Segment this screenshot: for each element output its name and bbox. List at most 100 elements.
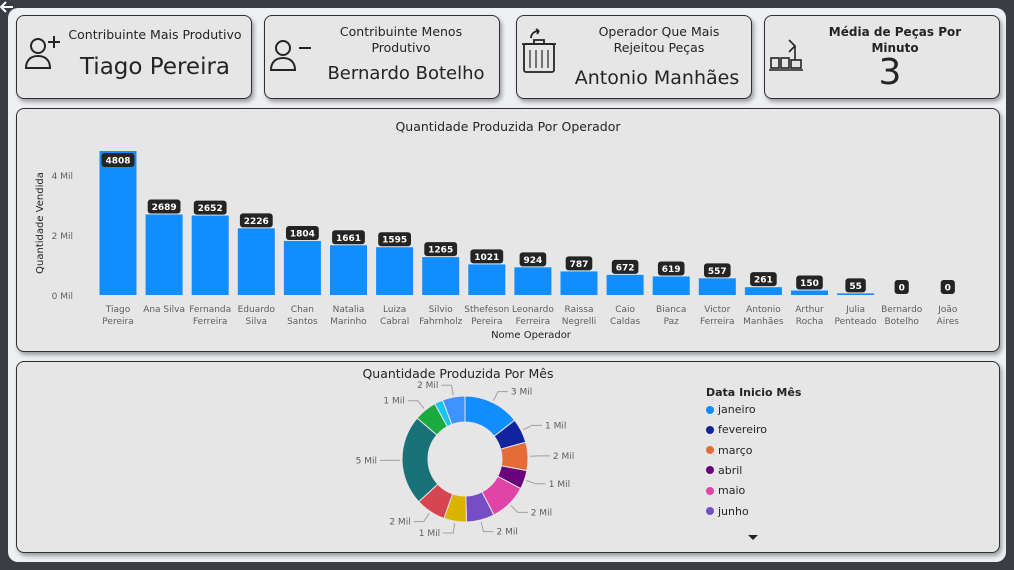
x-tick-label: Ana Silva <box>143 305 185 315</box>
kpi-most-rejected-card[interactable]: Operador Que Mais Rejeitou Peças Antonio… <box>516 15 752 99</box>
x-tick-label: Marinho <box>330 317 367 327</box>
x-tick-label: Bianca <box>656 305 686 315</box>
bar[interactable] <box>283 240 321 295</box>
legend-item[interactable]: fevereiro <box>706 423 767 436</box>
kpi-most-productive-title: Contribuinte Mais Produtivo <box>68 27 242 42</box>
data-label-box <box>844 277 866 292</box>
kpi-least-productive-card[interactable]: Contribuinte Menos Produtivo Bernardo Bo… <box>264 15 500 99</box>
data-label: 1595 <box>382 235 407 245</box>
data-label-box <box>703 262 731 277</box>
legend-marker <box>706 486 714 495</box>
x-tick-label: Silva <box>245 317 267 327</box>
bar[interactable] <box>145 213 183 295</box>
legend-label: março <box>718 443 753 457</box>
bar[interactable] <box>421 256 459 295</box>
y-tick-label: 4 Mil <box>51 172 72 182</box>
bar[interactable] <box>191 215 229 295</box>
legend-marker <box>706 446 714 455</box>
bar[interactable] <box>744 286 782 295</box>
slice-label: 3 Mil <box>510 387 531 397</box>
slice-label: 2 Mil <box>417 381 438 391</box>
kpi-most-productive-card[interactable]: Contribuinte Mais Produtivo Tiago Pereir… <box>16 15 252 99</box>
back-arrow-icon[interactable] <box>0 0 16 16</box>
kpi-most-productive-value: Tiago Pereira <box>79 54 231 80</box>
x-tick-label: Ferreira <box>515 317 550 327</box>
y-tick-label: 0 Mil <box>51 292 72 302</box>
x-tick-label: Victor <box>704 305 730 315</box>
bar[interactable] <box>329 244 367 295</box>
x-tick-label: Botelho <box>884 317 919 327</box>
x-tick-label: Caio <box>615 305 635 315</box>
legend-label: janeiro <box>718 403 756 416</box>
bar[interactable] <box>606 274 644 295</box>
data-label-box <box>611 259 638 274</box>
bar[interactable] <box>375 246 413 295</box>
data-label-box <box>749 271 777 286</box>
bar[interactable] <box>836 292 874 295</box>
x-axis-label: Nome Operador <box>491 330 572 341</box>
donut-slice[interactable] <box>441 394 465 425</box>
x-tick-label: Manhães <box>743 317 784 327</box>
legend-marker <box>706 405 714 414</box>
factory-robot-icon <box>769 36 803 76</box>
bar[interactable] <box>698 277 736 295</box>
data-label: 2652 <box>197 204 222 214</box>
x-tick-label: Antonio <box>746 305 781 315</box>
bar[interactable] <box>652 275 690 295</box>
legend-label: maio <box>718 484 746 498</box>
legend-item[interactable]: janeiro <box>706 403 756 416</box>
bar[interactable] <box>237 227 275 295</box>
data-label: 1021 <box>474 252 499 262</box>
data-label-box <box>331 229 365 244</box>
bar[interactable] <box>99 150 136 295</box>
bar[interactable] <box>790 290 828 295</box>
x-tick-label: Rocha <box>795 317 823 327</box>
x-tick-label: Julia <box>845 305 865 315</box>
slice-leader-line <box>407 399 424 409</box>
y-tick-label: 2 Mil <box>51 232 72 242</box>
legend-marker <box>706 425 714 434</box>
data-label: 150 <box>800 279 819 289</box>
legend-item[interactable]: abril <box>706 464 742 477</box>
x-tick-label: Natalia <box>332 305 364 315</box>
bar[interactable] <box>560 270 597 295</box>
data-label: 924 <box>523 255 542 265</box>
legend-scroll-down-icon[interactable] <box>748 535 758 540</box>
donut-chart: 3 Mil 1 Mil 2 Mil 1 Mil 2 Mil 2 Mil 1 Mil 2 Mil… <box>355 381 574 539</box>
data-label: 2226 <box>243 216 268 226</box>
bar[interactable] <box>467 263 505 295</box>
data-label: 1661 <box>335 233 360 243</box>
slice-leader-line <box>522 424 542 430</box>
kpi-avg-per-minute-card[interactable]: Média de Peças Por Minuto 3 <box>764 15 1000 99</box>
slice-label: 2 Mil <box>496 527 517 537</box>
kpi-least-productive-value: Bernardo Botelho <box>327 63 485 84</box>
slice-leader-line <box>525 479 546 484</box>
legend-label: abril <box>718 463 743 477</box>
data-label-box <box>239 212 273 227</box>
data-label: 1804 <box>289 229 314 239</box>
slice-leader-line <box>480 521 494 532</box>
bar[interactable] <box>513 266 551 295</box>
legend-item[interactable]: março <box>706 444 753 457</box>
slice-leader-line <box>413 512 430 522</box>
legend-item[interactable]: junho <box>706 505 749 518</box>
x-tick-label: Pereira <box>102 317 133 327</box>
slice-label: 1 Mil <box>545 421 566 431</box>
x-tick-label: João <box>937 305 958 315</box>
data-label-box <box>147 198 180 213</box>
x-tick-label: Paz <box>663 317 679 327</box>
x-tick-label: Tiago <box>104 305 130 315</box>
data-label: 55 <box>849 281 862 291</box>
data-label: 787 <box>569 259 588 269</box>
data-label-box <box>101 152 134 167</box>
data-label: 261 <box>754 275 773 285</box>
data-label-box <box>940 279 955 294</box>
x-tick-label: Chan <box>290 305 313 315</box>
legend-label: junho <box>718 504 749 518</box>
data-label: 1265 <box>428 245 453 255</box>
recycle-bin-icon <box>520 28 558 78</box>
donut-chart-title: Quantidade Produzida Por Mês <box>362 366 554 381</box>
legend-item[interactable]: maio <box>706 484 745 497</box>
user-minus-icon <box>269 36 313 76</box>
x-tick-label: Arthur <box>795 305 824 315</box>
